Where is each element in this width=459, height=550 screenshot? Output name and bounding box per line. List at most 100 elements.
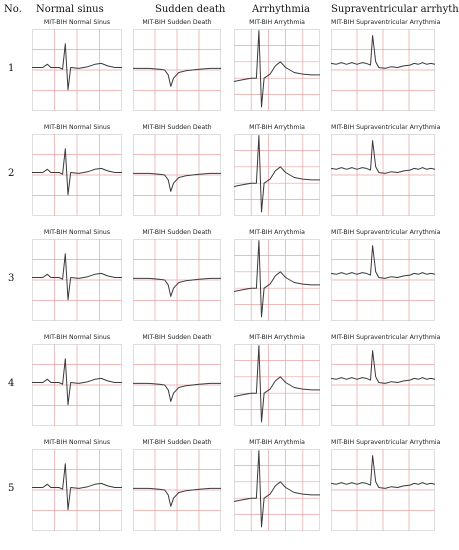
plot-title: MIT-BIH Arrythmia (249, 334, 305, 341)
plot-title: MIT-BIH Supraventricular Arrythmia (331, 334, 441, 341)
ecg-trace (32, 463, 122, 511)
plot-title: MIT-BIH Sudden Death (142, 229, 212, 236)
ecg-trace (233, 450, 320, 528)
ecg-trace (133, 487, 221, 507)
ecg-trace (32, 253, 122, 301)
plot-frame (331, 449, 435, 531)
row-number-2: 2 (8, 168, 15, 179)
plot-frame (331, 134, 435, 216)
ecg-trace (32, 148, 122, 196)
ecg-plot (32, 344, 122, 426)
plot-frame (234, 344, 320, 426)
plot-title: MIT-BIH Arrythmia (249, 439, 305, 446)
plot-title: MIT-BIH Sudden Death (142, 124, 212, 131)
plot-supraventricular-2: MIT-BIH Supraventricular Arrythmia (330, 124, 440, 218)
ecg-trace (233, 30, 320, 108)
plot-title: MIT-BIH Sudden Death (142, 439, 212, 446)
header-no: No. (4, 4, 22, 15)
plot-frame (331, 344, 435, 426)
plot-sudden-death-2: MIT-BIH Sudden Death (133, 124, 221, 218)
header-sudden-death: Sudden death (155, 4, 226, 15)
plot-frame (133, 134, 221, 216)
plot-title: MIT-BIH Supraventricular Arrythmia (331, 229, 441, 236)
plot-frame (234, 134, 320, 216)
ecg-trace (233, 135, 320, 213)
plot-title: MIT-BIH Normal Sinus (43, 229, 111, 236)
ecg-trace (330, 350, 436, 384)
ecg-plot (233, 449, 320, 531)
plot-frame (32, 449, 122, 531)
ecg-trace (32, 43, 122, 91)
plot-frame (331, 29, 435, 111)
ecg-trace (330, 245, 436, 279)
ecg-trace (233, 345, 320, 423)
plot-arrhythmia-2: MIT-BIH Arrythmia (233, 124, 320, 218)
plot-frame (234, 239, 320, 321)
plot-title: MIT-BIH Supraventricular Arrythmia (331, 19, 441, 26)
ecg-plot (32, 449, 122, 531)
ecg-plot (233, 134, 320, 216)
plot-normal-sinus-5: MIT-BIH Normal Sinus (32, 439, 122, 533)
plot-normal-sinus-1: MIT-BIH Normal Sinus (32, 19, 122, 113)
plot-frame (133, 29, 221, 111)
plot-title: MIT-BIH Normal Sinus (43, 19, 111, 26)
plot-normal-sinus-4: MIT-BIH Normal Sinus (32, 334, 122, 428)
plot-sudden-death-5: MIT-BIH Sudden Death (133, 439, 221, 533)
plot-title: MIT-BIH Arrythmia (249, 229, 305, 236)
plot-supraventricular-4: MIT-BIH Supraventricular Arrythmia (330, 334, 441, 428)
header-arrhythmia: Arrhythmia (252, 4, 310, 15)
plot-arrhythmia-1: MIT-BIH Arrythmia (233, 19, 320, 113)
plot-sudden-death-3: MIT-BIH Sudden Death (133, 229, 221, 323)
row-number-4: 4 (8, 378, 15, 389)
ecg-plot (330, 344, 436, 426)
plot-title: MIT-BIH Arrythmia (249, 19, 305, 26)
plot-frame (133, 344, 221, 426)
plot-supraventricular-3: MIT-BIH Supraventricular Arrythmia (330, 229, 441, 323)
plot-arrhythmia-4: MIT-BIH Arrythmia (233, 334, 320, 428)
header-supraventricular: Supraventricular arrhythmia (331, 4, 459, 15)
plot-title: MIT-BIH Normal Sinus (43, 334, 111, 341)
ecg-plot (133, 449, 221, 531)
ecg-trace (330, 140, 436, 174)
ecg-plot (233, 239, 320, 321)
plot-sudden-death-4: MIT-BIH Sudden Death (133, 334, 221, 428)
plot-frame (32, 29, 122, 111)
plot-supraventricular-1: MIT-BIH Supraventricular Arrythmia (330, 19, 441, 113)
ecg-plot (32, 239, 122, 321)
plot-supraventricular-5: MIT-BIH Supraventricular Arrythmia (330, 439, 441, 533)
ecg-plot (133, 134, 221, 216)
plot-title: MIT-BIH Supraventricular Arrythmia (331, 439, 441, 446)
ecg-plot (32, 134, 122, 216)
row-number-1: 1 (8, 63, 15, 74)
ecg-plot (233, 344, 320, 426)
ecg-trace (330, 35, 436, 69)
ecg-plot (133, 29, 221, 111)
ecg-trace (233, 240, 320, 318)
plot-frame (32, 239, 122, 321)
ecg-plot (233, 29, 320, 111)
plot-frame (234, 449, 320, 531)
plot-title: MIT-BIH Sudden Death (142, 334, 212, 341)
plot-arrhythmia-3: MIT-BIH Arrythmia (233, 229, 320, 323)
ecg-trace (32, 358, 122, 406)
ecg-plot (133, 239, 221, 321)
plot-frame (32, 134, 122, 216)
row-number-5: 5 (8, 483, 15, 494)
plot-title: MIT-BIH Normal Sinus (43, 439, 111, 446)
ecg-trace (133, 172, 221, 192)
ecg-plot (32, 29, 122, 111)
ecg-trace (133, 277, 221, 297)
plot-normal-sinus-2: MIT-BIH Normal Sinus (32, 124, 122, 218)
plot-sudden-death-1: MIT-BIH Sudden Death (133, 19, 221, 113)
plot-title: MIT-BIH Normal Sinus (43, 124, 111, 131)
plot-normal-sinus-3: MIT-BIH Normal Sinus (32, 229, 122, 323)
plot-frame (32, 344, 122, 426)
ecg-trace (133, 67, 221, 87)
plot-frame (133, 449, 221, 531)
ecg-trace (133, 382, 221, 402)
header-normal-sinus: Normal sinus (36, 4, 104, 15)
plot-title: MIT-BIH Arrythmia (249, 124, 305, 131)
plot-frame (331, 239, 435, 321)
plot-arrhythmia-5: MIT-BIH Arrythmia (233, 439, 320, 533)
plot-title: MIT-BIH Sudden Death (142, 19, 212, 26)
